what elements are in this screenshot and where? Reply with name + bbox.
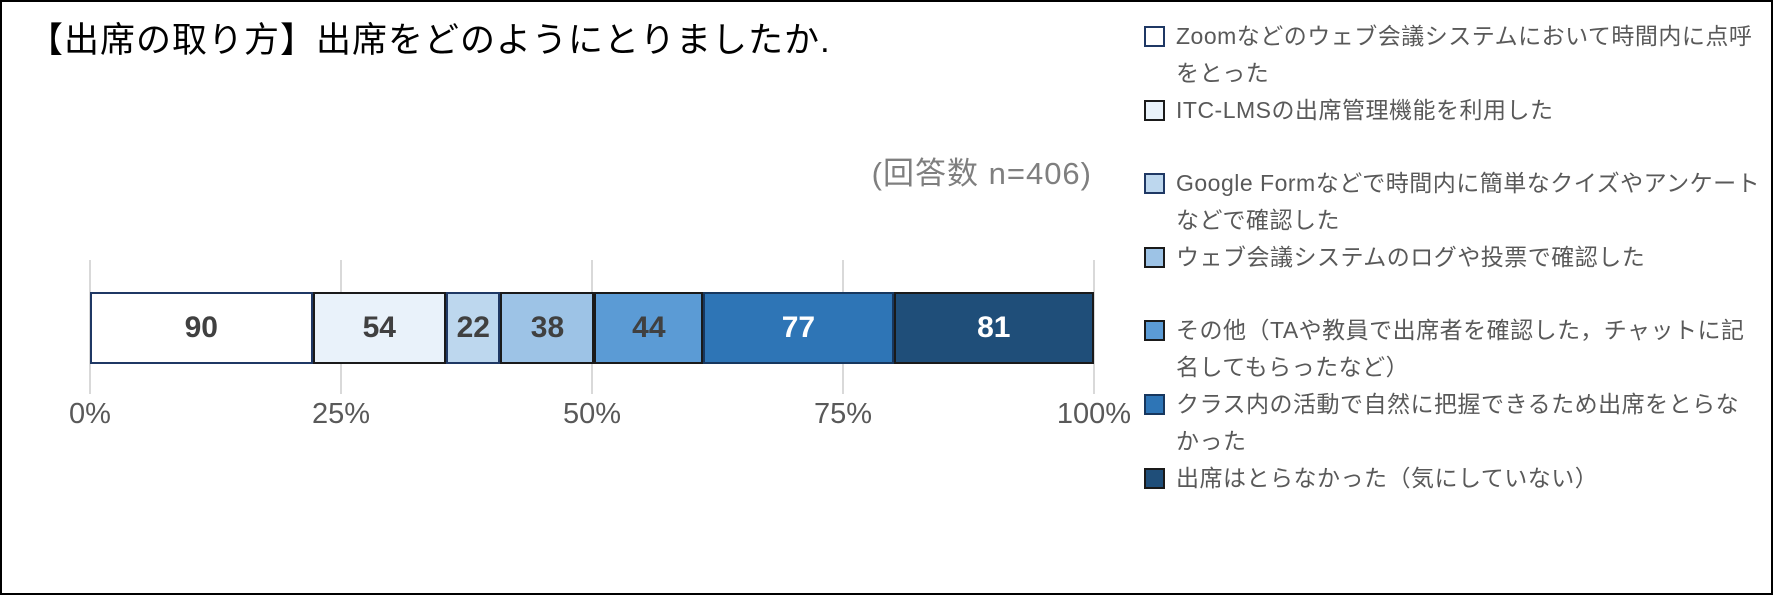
legend-label: Google Formなどで時間内に簡単なクイズやアンケートなどで確認した xyxy=(1176,170,1761,233)
bar-segment: 90 xyxy=(90,292,313,364)
legend-item: Google Formなどで時間内に簡単なクイズやアンケートなどで確認した xyxy=(1144,165,1762,239)
bar-segment: 44 xyxy=(594,292,704,364)
legend-item: その他（TAや教員で出席者を確認した，チャットに記名してもらったなど） xyxy=(1144,312,1762,386)
legend-swatch-icon xyxy=(1144,247,1165,268)
legend-label: Zoomなどのウェブ会議システムにおいて時間内に点呼をとった xyxy=(1176,23,1753,86)
legend-label: クラス内の活動で自然に把握できるため出席をとらなかった xyxy=(1176,391,1740,454)
legend-swatch-icon xyxy=(1144,26,1165,47)
bar-segment-value: 90 xyxy=(184,311,218,344)
legend-item: ITC-LMSの出席管理機能を利用した xyxy=(1144,92,1762,129)
legend-label: その他（TAや教員で出席者を確認した，チャットに記名してもらったなど） xyxy=(1176,317,1745,380)
legend-label: ITC-LMSの出席管理機能を利用した xyxy=(1176,97,1554,123)
legend-item: ウェブ会議システムのログや投票で確認した xyxy=(1144,239,1762,276)
bar-segment-value: 22 xyxy=(456,311,490,344)
x-axis-tick-label: 100% xyxy=(1056,398,1132,430)
bar-segment-value: 54 xyxy=(362,311,396,344)
x-axis-tick-label: 25% xyxy=(311,398,371,430)
legend: Zoomなどのウェブ会議システムにおいて時間内に点呼をとった ITC-LMSの出席… xyxy=(1144,18,1762,497)
legend-label: ウェブ会議システムのログや投票で確認した xyxy=(1176,244,1646,270)
plot-area: 90 54 22 38 44 77 81 xyxy=(89,260,1095,394)
bar-segment: 54 xyxy=(312,292,447,364)
bar-segment: 38 xyxy=(500,292,595,364)
legend-item: Zoomなどのウェブ会議システムにおいて時間内に点呼をとった xyxy=(1144,18,1762,92)
legend-item: クラス内の活動で自然に把握できるため出席をとらなかった xyxy=(1144,386,1762,460)
bar-segment-value: 44 xyxy=(632,311,666,344)
legend-swatch-icon xyxy=(1144,468,1165,489)
legend-swatch-icon xyxy=(1144,320,1165,341)
chart-title: 【出席の取り方】出席をどのようにとりましたか. xyxy=(28,21,831,60)
legend-group: Google Formなどで時間内に簡単なクイズやアンケートなどで確認したウェブ… xyxy=(1144,165,1762,276)
stacked-bar: 90 54 22 38 44 77 81 xyxy=(90,292,1094,364)
bar-segment-value: 81 xyxy=(977,311,1011,344)
x-axis-tick-label: 75% xyxy=(813,398,873,430)
legend-swatch-icon xyxy=(1144,173,1165,194)
bar-segment: 22 xyxy=(446,292,501,364)
bar-segment-value: 38 xyxy=(530,311,565,344)
x-axis-tick-label: 50% xyxy=(562,398,622,430)
legend-swatch-icon xyxy=(1144,394,1165,415)
bar-segment: 77 xyxy=(703,292,894,364)
legend-item: 出席はとらなかった（気にしていない） xyxy=(1144,460,1762,497)
bar-segment-value: 77 xyxy=(781,311,816,344)
legend-swatch-icon xyxy=(1144,100,1165,121)
x-axis-tick-label: 0% xyxy=(69,398,111,430)
x-axis: 0% 25% 50% 75% 100% xyxy=(69,398,1131,438)
legend-group: Zoomなどのウェブ会議システムにおいて時間内に点呼をとった ITC-LMSの出席… xyxy=(1144,18,1762,129)
legend-group: その他（TAや教員で出席者を確認した，チャットに記名してもらったなど） クラス内の… xyxy=(1144,312,1762,497)
gridline xyxy=(1093,260,1095,394)
response-count-annotation: (回答数 n=406) xyxy=(871,156,1092,191)
legend-label: 出席はとらなかった（気にしていない） xyxy=(1176,465,1599,491)
bar-segment: 81 xyxy=(893,292,1094,364)
